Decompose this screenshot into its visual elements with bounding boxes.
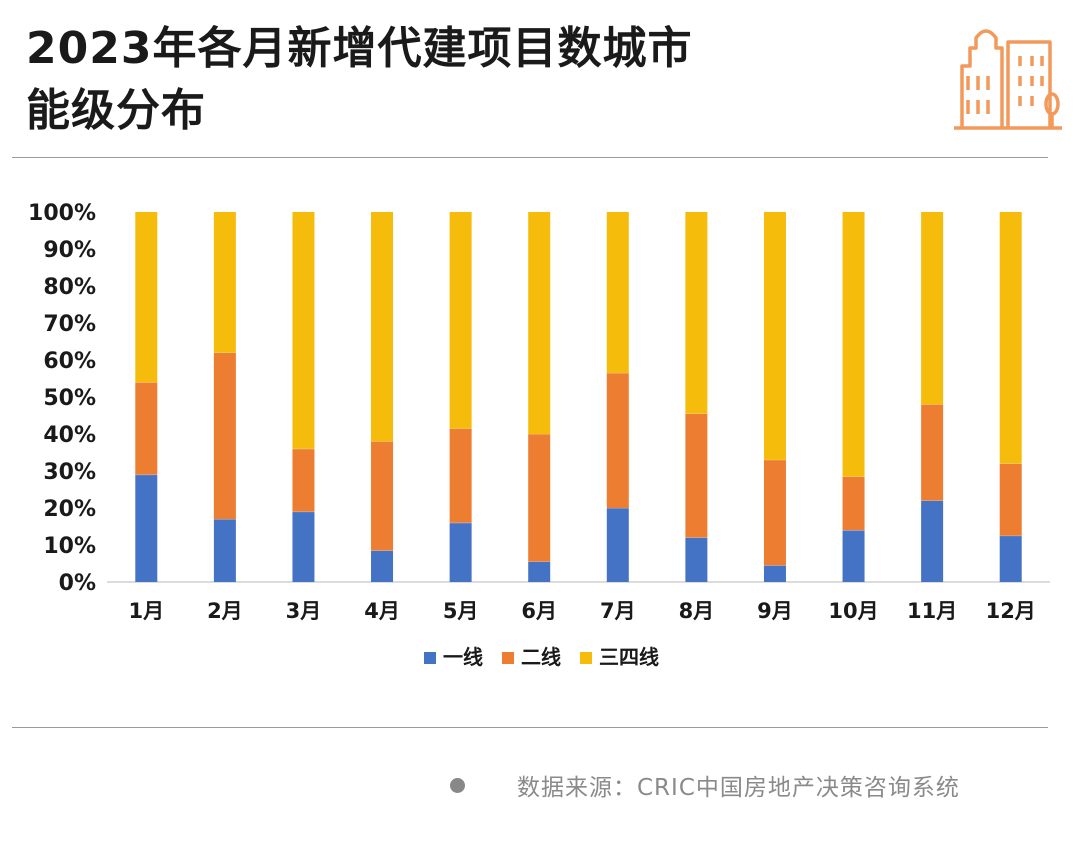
bar-segment [528, 434, 551, 562]
bar-segment [763, 212, 786, 460]
title-divider [12, 157, 1048, 158]
legend-swatch [502, 652, 514, 664]
bar-segment [685, 413, 708, 538]
bar-segment [292, 448, 315, 512]
source-dot-icon [450, 777, 465, 793]
bar-segment [135, 212, 158, 383]
bar-segment [999, 463, 1022, 536]
bar-segment [606, 508, 629, 582]
y-tick-label: 80% [43, 275, 96, 300]
page-title-line-1: 2023年各月新增代建项目数城市 [26, 23, 693, 74]
chart-area: 0% 10% 20% 30% 40% 50% 60% 70% 80% 90% 100% 1月 2月 3月 4… [0, 160, 1080, 720]
bar-segment [292, 212, 315, 449]
legend-label: 三四线 [599, 645, 659, 669]
legend-label: 一线 [443, 645, 483, 669]
bar-segment [921, 500, 944, 582]
page-title-line-2: 能级分布 [26, 85, 206, 136]
bar-segment [213, 352, 236, 520]
bar-segment [921, 212, 944, 405]
legend-swatch [580, 652, 592, 664]
bar-segment [921, 404, 944, 501]
bar-segment [606, 372, 629, 508]
bar-segment [842, 212, 865, 477]
x-tick-label: 5月 [443, 599, 479, 623]
source-text: 数据来源：CRIC中国房地产决策咨询系统 [517, 775, 960, 801]
city-buildings-icon [954, 29, 1062, 130]
bar-segment [763, 565, 786, 582]
x-tick-label: 1月 [128, 599, 164, 623]
bar-segment [213, 212, 236, 353]
y-tick-label: 70% [43, 312, 96, 337]
bar-segment [292, 511, 315, 582]
bar-segment [842, 476, 865, 531]
y-tick-label: 100% [28, 201, 96, 226]
x-tick-label: 3月 [286, 599, 322, 623]
x-tick-label: 8月 [679, 599, 715, 623]
bar-segment [371, 212, 394, 442]
bar-segment [528, 561, 551, 582]
bar-segment [763, 459, 786, 566]
source-line: 数据来源：CRIC中国房地产决策咨询系统 [450, 767, 960, 803]
x-tick-label: 4月 [364, 599, 400, 623]
bar-segment [999, 212, 1022, 464]
legend-label: 二线 [521, 645, 561, 669]
bar-segment [449, 428, 472, 523]
x-tick-label: 10月 [828, 599, 878, 623]
bar-segment [213, 519, 236, 582]
legend-swatch [424, 652, 436, 664]
bar-segment [135, 382, 158, 475]
x-tick-label: 11月 [907, 599, 957, 623]
bar-segment [371, 550, 394, 582]
y-tick-label: 90% [43, 238, 96, 263]
y-tick-label: 20% [43, 497, 96, 522]
bar-segment [449, 522, 472, 582]
bar-segment [999, 535, 1022, 582]
x-tick-label: 12月 [986, 599, 1036, 623]
x-tick-label: 2月 [207, 599, 243, 623]
x-tick-label: 6月 [521, 599, 557, 623]
y-tick-label: 10% [43, 534, 96, 559]
bar-segment [528, 212, 551, 434]
stacked-bar-chart: 0% 10% 20% 30% 40% 50% 60% 70% 80% 90% 100% 1月 2月 3月 4… [28, 201, 1050, 669]
y-tick-label: 0% [59, 571, 96, 596]
y-tick-label: 40% [43, 423, 96, 448]
x-tick-label: 7月 [600, 599, 636, 623]
x-tick-label: 9月 [757, 599, 793, 623]
y-tick-label: 30% [43, 460, 96, 485]
footer-divider [12, 727, 1048, 728]
bar-segment [685, 212, 708, 414]
bar-segment [371, 441, 394, 551]
bar-segment [842, 530, 865, 582]
bar-segment [135, 474, 158, 582]
y-tick-label: 50% [43, 386, 96, 411]
bar-segment [606, 212, 629, 373]
bar-segment [685, 537, 708, 582]
y-tick-label: 60% [43, 349, 96, 374]
bar-segment [449, 212, 472, 429]
title-block: 2023年各月新增代建项目数城市 能级分布 [26, 18, 692, 142]
